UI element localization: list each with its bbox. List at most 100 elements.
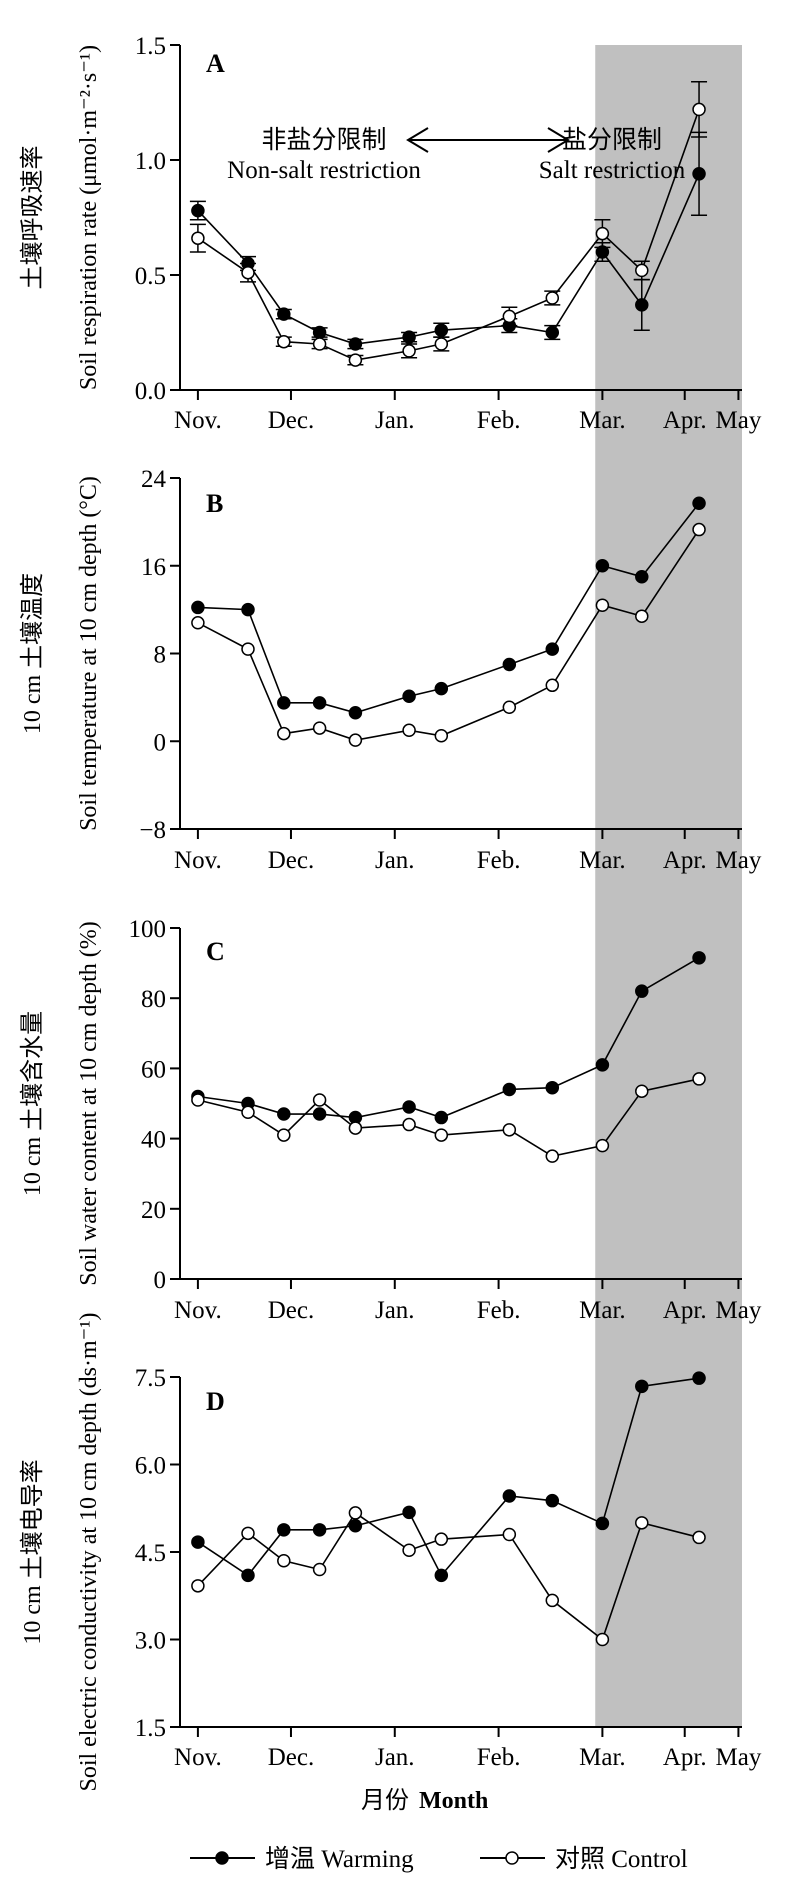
series-control <box>191 1072 706 1163</box>
control-point <box>595 598 610 612</box>
legend-control-label: 对照 Control <box>555 1845 688 1873</box>
series-control <box>191 1506 706 1647</box>
control-point <box>502 1123 517 1137</box>
x-tick-label: Feb. <box>477 847 521 874</box>
y-tick-label: −8 <box>139 817 166 844</box>
warming-point <box>595 1058 610 1072</box>
y-tick-label: 1.0 <box>135 148 166 175</box>
y-tick-label: 3.0 <box>135 1628 166 1655</box>
legend-warming-marker-icon <box>215 1851 229 1865</box>
x-tick-label: Jan. <box>375 847 415 874</box>
control-point <box>595 1632 610 1647</box>
series-warming <box>191 1371 706 1583</box>
x-tick-label: Dec. <box>268 1744 315 1771</box>
y-tick-label: 24 <box>141 466 167 493</box>
series-line <box>197 109 700 361</box>
warming-point <box>595 1516 610 1531</box>
x-tick-label: Feb. <box>477 407 521 434</box>
y-tick-label: 40 <box>141 1127 166 1154</box>
legend-control-marker-icon <box>505 1851 519 1865</box>
warming-point <box>635 1379 649 1394</box>
warming-point <box>545 325 560 340</box>
y-tick-label: 1.5 <box>135 33 166 60</box>
warming-point <box>692 496 706 510</box>
warming-point <box>241 602 255 617</box>
y-axis-label-cn: 10 cm 土壤含水量 <box>19 1011 46 1196</box>
y-tick-label: 0.0 <box>135 378 166 405</box>
control-point <box>545 1149 560 1163</box>
x-tick-label: Nov. <box>174 847 222 874</box>
control-point <box>434 729 449 743</box>
control-point <box>312 1562 327 1577</box>
series-line <box>197 502 700 714</box>
series-warming <box>191 496 706 720</box>
control-point <box>502 700 517 714</box>
control-point <box>348 353 363 367</box>
x-tick-label: Jan. <box>375 1744 415 1771</box>
control-point <box>312 337 327 351</box>
series-line <box>197 529 700 741</box>
control-point <box>277 334 291 349</box>
warming-point <box>502 1082 517 1097</box>
control-point <box>635 609 649 623</box>
y-tick-label: 0 <box>154 1267 167 1294</box>
control-point <box>692 1530 706 1545</box>
x-tick-label: Mar. <box>579 847 626 874</box>
control-point <box>502 1527 517 1542</box>
warming-point <box>191 1535 205 1549</box>
control-point <box>635 263 649 278</box>
control-point <box>277 1554 291 1568</box>
control-point <box>434 1532 449 1546</box>
panel-c: 0 20 40 60 80 100 Nov. Dec. Jan. Feb. Mar. Apr. May C… <box>19 916 762 1324</box>
control-point <box>635 1516 649 1530</box>
control-point <box>545 1593 560 1608</box>
x-axis-title: 月份 Month <box>361 1787 488 1814</box>
panel-a: 0.0 0.5 1.0 1.5 Nov. Dec. Jan. Feb. Mar. Apr. May A… <box>19 33 762 434</box>
x-tick-label: Nov. <box>174 1744 222 1771</box>
warming-point <box>191 203 205 218</box>
series-control <box>189 81 708 367</box>
control-point <box>434 337 449 351</box>
x-tick-label: Feb. <box>477 1744 521 1771</box>
control-point <box>348 1506 363 1520</box>
warming-point <box>277 1107 291 1121</box>
y-tick-label: 6.0 <box>135 1453 166 1480</box>
y-axis-label-en: Soil water content at 10 cm depth (%) <box>76 921 102 1286</box>
y-tick-label: 8 <box>154 642 167 669</box>
warming-point <box>434 1110 449 1125</box>
y-tick-label: 0.5 <box>135 263 166 290</box>
warming-point <box>402 689 416 704</box>
panel-d: 1.5 3.0 4.5 6.0 7.5 Nov. Dec. Jan. Feb. Mar. Apr. M… <box>19 1312 762 1791</box>
y-tick-label: 20 <box>141 1197 166 1224</box>
control-point <box>191 616 205 630</box>
x-tick-label: May <box>716 847 762 874</box>
x-tick-label: Nov. <box>174 1297 222 1324</box>
warming-point <box>402 330 416 344</box>
panel-letter: D <box>206 1387 225 1416</box>
warming-point <box>312 1107 327 1121</box>
y-axis-label-cn: 10 cm 土壤温度 <box>19 573 46 734</box>
salt-restriction-shading <box>595 45 742 1727</box>
x-tick-label: Nov. <box>174 407 222 434</box>
control-point <box>402 1117 416 1132</box>
warming-point <box>277 1523 291 1537</box>
y-tick-label: 1.5 <box>135 1715 166 1742</box>
x-tick-label: Jan. <box>375 1297 415 1324</box>
warming-point <box>635 984 649 998</box>
control-point <box>692 1072 706 1086</box>
salt-label-cn: 盐分限制 <box>562 126 662 154</box>
right-arrowhead-icon <box>547 127 570 153</box>
x-tick-label: Dec. <box>268 407 315 434</box>
control-point <box>545 291 560 305</box>
x-tick-label: Mar. <box>579 1744 626 1771</box>
control-point <box>348 1121 363 1135</box>
warming-point <box>545 1493 560 1508</box>
control-point <box>402 344 416 358</box>
x-tick-label: Feb. <box>477 1297 521 1324</box>
control-point <box>277 1128 291 1142</box>
salt-label-en: Salt restriction <box>539 157 686 184</box>
y-axis-label-en: Soil electric conductivity at 10 cm dept… <box>76 1312 102 1791</box>
warming-point <box>348 1519 363 1533</box>
control-point <box>241 265 255 280</box>
x-tick-label: Dec. <box>268 847 315 874</box>
